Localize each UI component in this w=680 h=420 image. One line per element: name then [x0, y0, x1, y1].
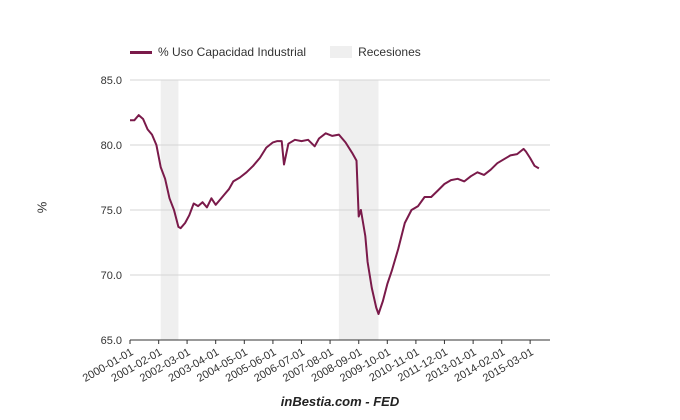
- legend: % Uso Capacidad Industrial Recesiones: [130, 44, 445, 60]
- legend-item-recessions[interactable]: Recesiones: [330, 45, 421, 59]
- legend-swatch-recessions: [330, 46, 353, 58]
- y-tick-label: 85.0: [101, 75, 122, 87]
- legend-label-series: % Uso Capacidad Industrial: [158, 45, 307, 59]
- y-tick-label: 65.0: [101, 335, 122, 347]
- legend-item-series[interactable]: % Uso Capacidad Industrial: [130, 45, 306, 59]
- series-layer: [130, 114, 540, 315]
- gridlines: [130, 79, 550, 341]
- y-tick-label: 75.0: [101, 205, 122, 217]
- legend-label-recessions: Recesiones: [358, 45, 421, 59]
- x-axis-ticks: 2000-01-012001-02-012002-03-012003-04-01…: [81, 340, 536, 385]
- source-caption: inBestia.com - FED: [280, 394, 400, 409]
- y-tick-label: 80.0: [101, 140, 122, 152]
- legend-swatch-series: [130, 50, 152, 54]
- y-axis-ticks: 65.0 70.0 75.0 80.0 85.0: [101, 75, 122, 347]
- series-line[interactable]: [130, 114, 540, 315]
- y-tick-label: 70.0: [101, 270, 122, 282]
- y-axis-label: %: [34, 201, 50, 214]
